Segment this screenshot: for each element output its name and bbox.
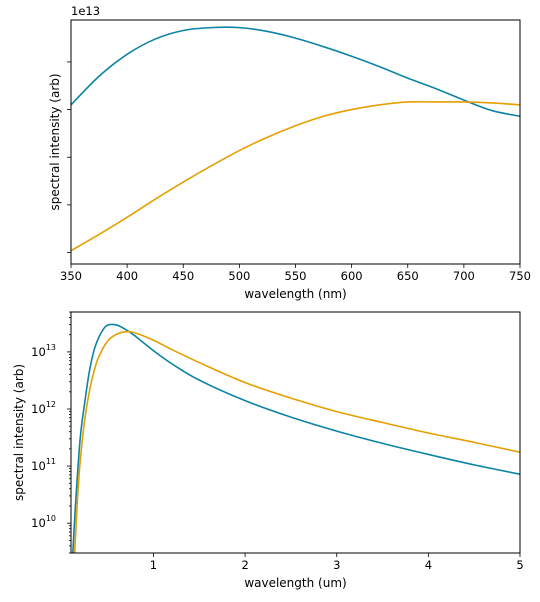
p1-x-tick-label: 400: [116, 269, 138, 283]
p1-x-tick-label: 750: [509, 269, 531, 283]
p2-x-tick-label: 2: [241, 558, 248, 572]
p2-x-tick-label: 5: [516, 558, 523, 572]
p2-y-tick-label: 1011: [31, 457, 56, 473]
p2-x-tick-label: 4: [425, 558, 432, 572]
p1-x-tick-label: 450: [172, 269, 194, 283]
p1-x-tick-label: 600: [341, 269, 363, 283]
bottom-x-axis-label: wavelength (um): [244, 576, 346, 590]
top-plot-frame: [70, 19, 521, 265]
top-offset-label: 1e13: [71, 4, 100, 18]
p1-x-tick-label: 650: [397, 269, 419, 283]
bottom-y-ticks: 1010 1011 1012 1013: [31, 311, 71, 554]
p1-x-tick-label: 350: [60, 269, 82, 283]
top-y-ticks: [67, 61, 71, 253]
top-plot-series: [71, 26, 520, 252]
p2-series-line-2: [73, 330, 520, 553]
bottom-plot-series: [72, 323, 520, 553]
top-plot: 1e13 350 400 450 500 550 600 650 700 750 wavelen…: [48, 4, 531, 301]
top-y-axis-label: spectral intensity (arb): [48, 73, 62, 210]
top-x-axis-label: wavelength (nm): [244, 287, 346, 301]
top-x-ticks: 350 400 450 500 550 600 650 700 750: [60, 264, 531, 283]
bottom-y-axis-label: spectral intensity (arb): [12, 364, 26, 501]
p2-x-tick-label: 1: [150, 558, 157, 572]
bottom-x-ticks: 1 2 3 4 5: [150, 553, 524, 572]
bottom-plot: 1 2 3 4 5 1010 1011 1012 1013 wavelength (um) s…: [12, 311, 524, 590]
p1-x-tick-label: 500: [228, 269, 250, 283]
p2-x-tick-label: 3: [333, 558, 340, 572]
p2-y-tick-label: 1013: [31, 343, 56, 359]
bottom-plot-frame: [70, 311, 521, 554]
p1-x-tick-label: 550: [285, 269, 307, 283]
p2-y-tick-label: 1010: [31, 514, 56, 530]
p2-y-tick-label: 1012: [31, 400, 56, 416]
p1-x-tick-label: 700: [453, 269, 475, 283]
p1-series-line-1: [71, 26, 520, 118]
p1-series-line-2: [71, 100, 520, 252]
